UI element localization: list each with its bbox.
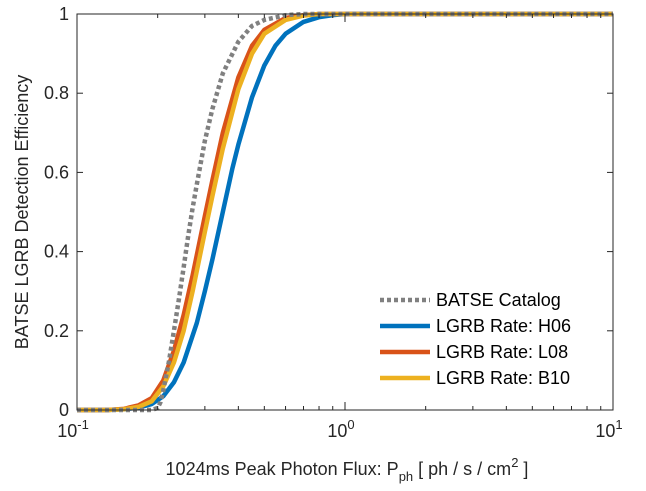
x-tick-exponent: 0 bbox=[347, 417, 354, 432]
plot-area bbox=[77, 14, 613, 410]
legend-label-1: BATSE Catalog bbox=[436, 290, 561, 310]
x-axis-label: 1024ms Peak Photon Flux: Pph [ ph / s / … bbox=[166, 455, 529, 484]
y-tick-label: 0.4 bbox=[44, 242, 69, 262]
x-tick-base: 10 bbox=[327, 421, 347, 441]
y-tick-label: 0.8 bbox=[44, 83, 69, 103]
y-tick-label: 1 bbox=[59, 4, 69, 24]
x-tick-base: 10 bbox=[595, 421, 615, 441]
x-tick-base: 10 bbox=[57, 421, 77, 441]
x-tick-label: 101 bbox=[595, 417, 622, 441]
legend-label-4: LGRB Rate: B10 bbox=[436, 368, 570, 388]
y-axis-label: BATSE LGRB Detection Efficiency bbox=[12, 75, 32, 349]
legend: BATSE Catalog LGRB Rate: H06 LGRB Rate: L0… bbox=[380, 290, 571, 388]
x-axis-label-main: 1024ms Peak Photon Flux: P bbox=[166, 459, 399, 479]
legend-label-2: LGRB Rate: H06 bbox=[436, 316, 571, 336]
y-tick-label: 0.6 bbox=[44, 162, 69, 182]
x-axis-label-units: [ ph / s / cm bbox=[413, 459, 511, 479]
x-tick-exponent: -1 bbox=[77, 417, 89, 432]
x-tick-label: 10-1 bbox=[57, 417, 89, 441]
plot-background bbox=[77, 14, 613, 410]
x-axis-label-sub: ph bbox=[399, 469, 413, 484]
x-tick-exponent: 1 bbox=[615, 417, 622, 432]
y-tick-label: 0.2 bbox=[44, 321, 69, 341]
legend-label-3: LGRB Rate: L08 bbox=[436, 342, 568, 362]
x-tick-label: 100 bbox=[327, 417, 354, 441]
y-tick-label: 0 bbox=[59, 400, 69, 420]
x-axis-label-sup: 2 bbox=[511, 455, 518, 470]
x-axis-label-end: ] bbox=[518, 459, 528, 479]
